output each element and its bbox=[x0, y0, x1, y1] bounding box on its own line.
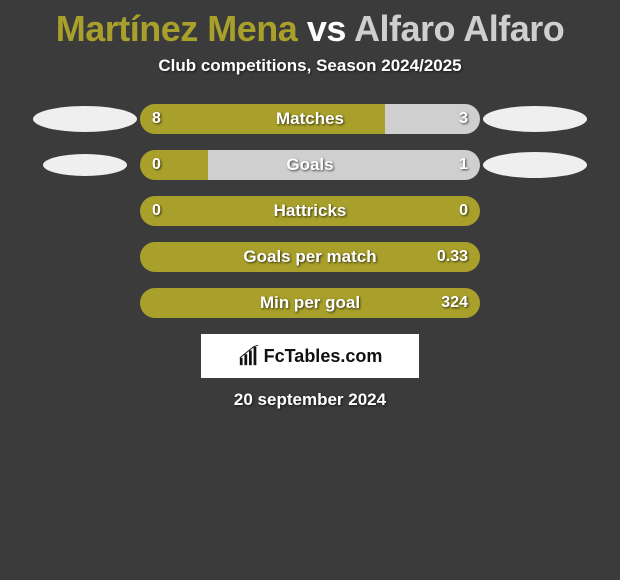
date-text: 20 september 2024 bbox=[0, 390, 620, 410]
bar-segment-player2 bbox=[385, 104, 480, 134]
title-vs: vs bbox=[297, 8, 354, 49]
stat-row: Goals per match0.33 bbox=[0, 242, 620, 272]
bar-segment-player1 bbox=[140, 196, 480, 226]
stats-list: Matches83 Goals01 Hattricks00 Goals per mat… bbox=[0, 104, 620, 318]
stat-row: Min per goal324 bbox=[0, 288, 620, 318]
bar-segment-player1 bbox=[140, 242, 480, 272]
bar-segment-player2 bbox=[208, 150, 480, 180]
stat-row: Matches83 bbox=[0, 104, 620, 134]
comparison-card: Martínez Mena vs Alfaro Alfaro Club comp… bbox=[0, 0, 620, 410]
bar-segment-player1 bbox=[140, 288, 480, 318]
stat-bar: Hattricks00 bbox=[140, 196, 480, 226]
bar-segment-player1 bbox=[140, 104, 385, 134]
placeholder-left bbox=[30, 106, 140, 132]
ellipse-icon bbox=[483, 106, 587, 132]
placeholder-right bbox=[480, 152, 590, 178]
placeholder-right bbox=[480, 106, 590, 132]
ellipse-icon bbox=[483, 152, 587, 178]
stat-row: Goals01 bbox=[0, 150, 620, 180]
placeholder-left bbox=[30, 154, 140, 176]
barchart-icon bbox=[238, 345, 260, 367]
subtitle: Club competitions, Season 2024/2025 bbox=[0, 56, 620, 76]
brand-text: FcTables.com bbox=[264, 346, 383, 367]
ellipse-icon bbox=[33, 106, 137, 132]
bar-segment-player1 bbox=[140, 150, 208, 180]
stat-bar: Matches83 bbox=[140, 104, 480, 134]
title-player1: Martínez Mena bbox=[56, 8, 298, 49]
page-title: Martínez Mena vs Alfaro Alfaro bbox=[0, 8, 620, 50]
brand-badge[interactable]: FcTables.com bbox=[201, 334, 419, 378]
title-player2: Alfaro Alfaro bbox=[354, 8, 564, 49]
stat-bar: Min per goal324 bbox=[140, 288, 480, 318]
stat-bar: Goals01 bbox=[140, 150, 480, 180]
stat-row: Hattricks00 bbox=[0, 196, 620, 226]
ellipse-icon bbox=[43, 154, 127, 176]
stat-bar: Goals per match0.33 bbox=[140, 242, 480, 272]
